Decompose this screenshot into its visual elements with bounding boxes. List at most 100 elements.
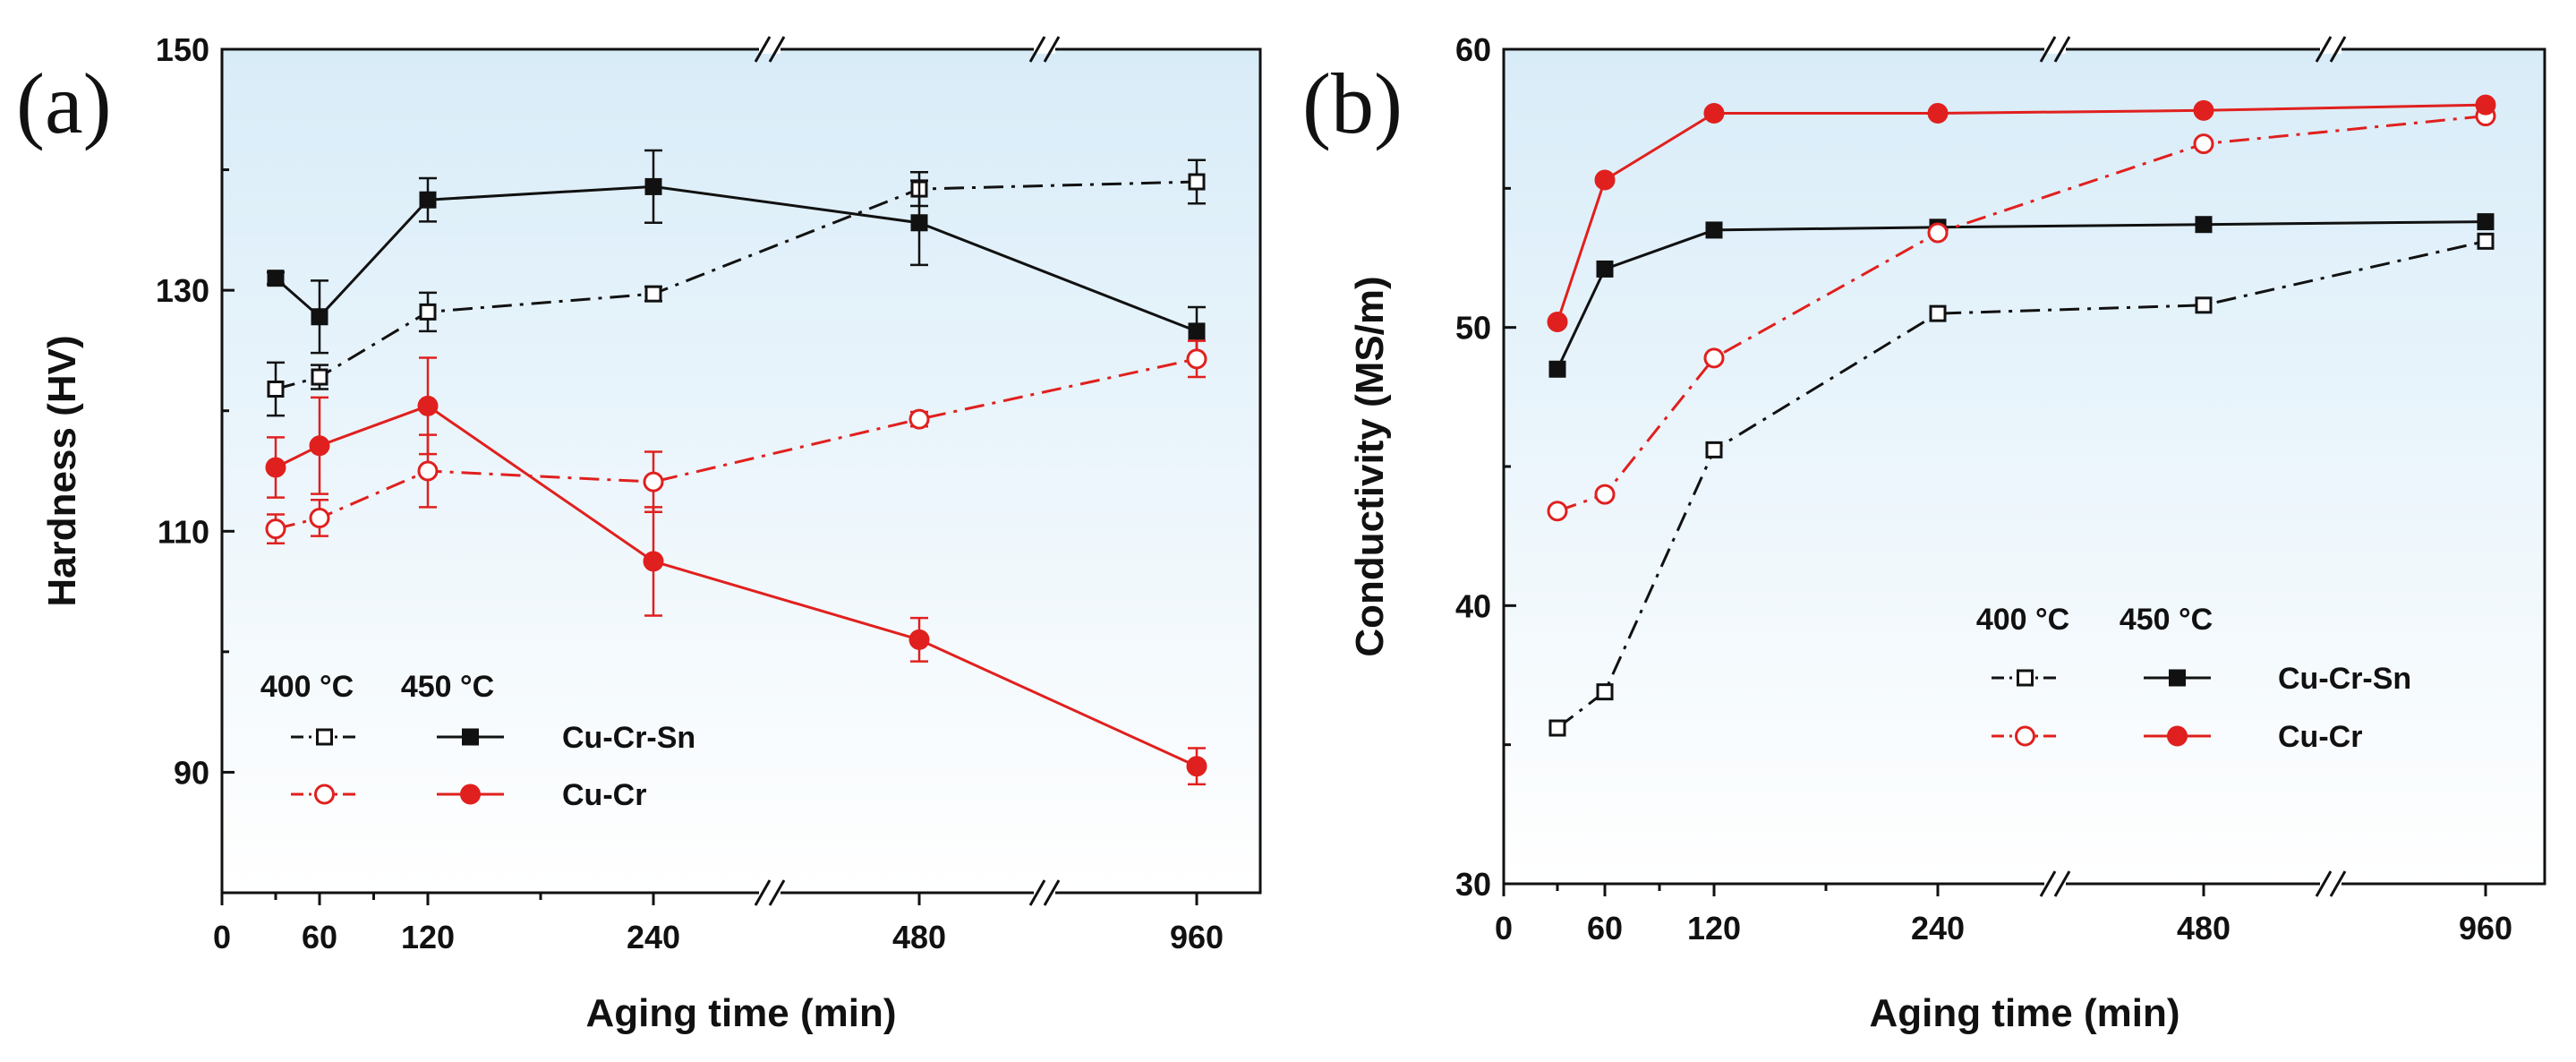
x-tick-label: 240 <box>627 919 680 955</box>
panel-label: (a) <box>16 56 112 151</box>
axis-break-mark <box>2053 870 2071 897</box>
y-tick-label: 150 <box>156 31 209 68</box>
data-point <box>1547 501 1568 522</box>
data-point <box>417 460 439 482</box>
data-point <box>2195 216 2213 234</box>
axis-break-gap <box>2044 45 2066 54</box>
plot-background <box>1504 49 2545 884</box>
legend-label: Cu-Cr <box>2278 720 2362 754</box>
data-point <box>1596 683 1614 701</box>
data-point <box>644 177 662 195</box>
data-point <box>2477 232 2495 250</box>
data-point <box>910 214 928 232</box>
axis-break-mark <box>2329 870 2347 897</box>
data-point <box>265 457 286 478</box>
plot-frame <box>220 47 1262 895</box>
axis-break-mark <box>2053 36 2071 63</box>
x-tick-label: 0 <box>213 919 231 955</box>
y-tick-label: 90 <box>174 754 209 791</box>
series-group <box>267 149 1206 357</box>
data-point <box>2477 213 2495 231</box>
axis-break-mark <box>1028 36 1046 63</box>
y-axis-title: Conductivity (MS/m) <box>1348 276 1392 656</box>
y-tick-label: 50 <box>1455 310 1491 347</box>
legend-marker <box>316 728 333 746</box>
data-point <box>267 380 285 398</box>
series-group <box>1548 213 2495 378</box>
data-point <box>1594 484 1616 505</box>
axis-break-mark <box>2315 870 2333 897</box>
data-point <box>1594 169 1616 191</box>
data-point <box>1547 311 1568 332</box>
data-point <box>2195 296 2213 314</box>
legend-marker <box>2017 669 2034 687</box>
series-line <box>1556 103 2486 322</box>
axis-break-mark <box>2329 36 2347 63</box>
data-point <box>1548 360 1566 378</box>
y-tick-label: 40 <box>1455 587 1491 624</box>
series-line <box>275 357 1198 531</box>
y-axis-title: Hardness (HV) <box>40 335 84 606</box>
x-tick-label: 240 <box>1911 910 1965 946</box>
y-tick-label: 130 <box>156 272 209 309</box>
data-point <box>1548 719 1566 737</box>
axis-break-gap <box>1034 45 1055 54</box>
legend-marker <box>462 728 479 746</box>
data-point <box>1703 347 1725 369</box>
x-tick-label: 60 <box>1587 910 1623 946</box>
axis-break-gap <box>2320 879 2341 888</box>
data-point <box>2193 133 2214 155</box>
series-group <box>1547 106 2496 522</box>
data-point <box>1927 102 1949 124</box>
axis-break-mark <box>2039 36 2057 63</box>
data-point <box>309 507 330 528</box>
data-point <box>1186 756 1207 777</box>
data-point <box>311 368 328 386</box>
legend-marker <box>2167 725 2188 747</box>
x-tick-label: 120 <box>401 919 455 955</box>
data-point <box>1929 304 1947 322</box>
legend-temp-header: 450 °C <box>2120 603 2213 637</box>
y-tick-label: 110 <box>158 513 209 550</box>
axis-break-mark <box>1028 879 1046 906</box>
series-group <box>265 356 1207 786</box>
axis-break-gap <box>2320 45 2341 54</box>
series-group <box>1548 232 2495 737</box>
panel-label: (b) <box>1302 56 1403 151</box>
axis-break-gap <box>759 45 780 54</box>
data-point <box>2475 94 2496 116</box>
x-tick-label: 120 <box>1687 910 1741 946</box>
axis-break-mark <box>2315 36 2333 63</box>
data-point <box>644 285 662 303</box>
legend-label: Cu-Cr-Sn <box>2278 662 2411 696</box>
data-point <box>2193 99 2214 121</box>
x-tick-label: 480 <box>2177 910 2231 946</box>
hardness-chart-panel: 90 110 130 150 0 60 120 240 480 960 400 °C 450 °C C… <box>16 31 1262 1035</box>
legend-temp-header: 400 °C <box>1976 603 2069 637</box>
conductivity-chart-panel: 30 40 50 60 0 60 120 240 480 960 400 °C 450 °C Cu-C… <box>1302 31 2546 1035</box>
axis-break-mark <box>754 36 772 63</box>
data-point <box>1596 260 1614 278</box>
axis-break-mark <box>1043 36 1061 63</box>
data-point <box>265 518 286 540</box>
plot-background <box>222 49 1260 893</box>
x-tick-label: 60 <box>302 919 337 955</box>
data-point <box>311 308 328 326</box>
data-point <box>1927 222 1949 244</box>
axis-break-gap <box>1034 888 1055 897</box>
x-axis-title: Aging time (min) <box>585 991 896 1035</box>
legend-marker <box>314 784 335 805</box>
axis-break-gap <box>2044 879 2066 888</box>
legend-marker <box>460 784 481 805</box>
data-point <box>643 551 664 572</box>
y-tick-label: 60 <box>1455 31 1491 68</box>
data-point <box>1188 322 1206 340</box>
data-point <box>309 435 330 457</box>
data-point <box>417 395 439 416</box>
data-point <box>1705 221 1723 239</box>
data-point <box>1186 348 1207 370</box>
legend-marker <box>2015 725 2035 747</box>
data-point <box>908 629 930 650</box>
x-tick-label: 480 <box>892 919 946 955</box>
